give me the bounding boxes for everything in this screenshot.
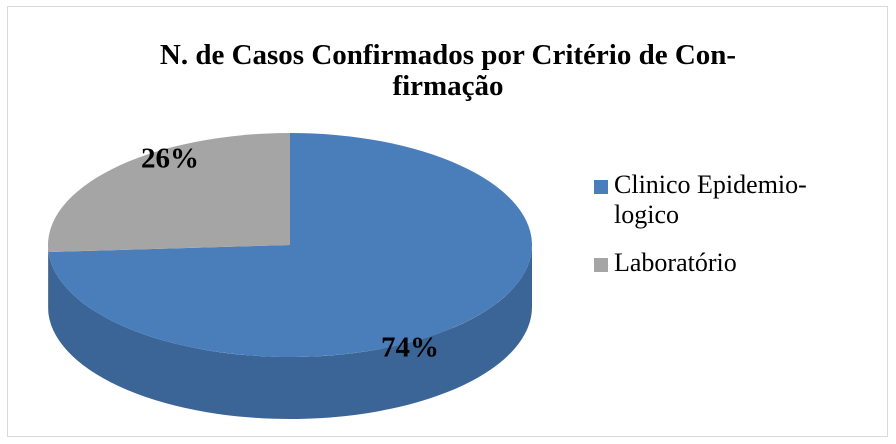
slice: [48, 133, 532, 357]
legend-swatch: [594, 258, 608, 272]
slice-side: [48, 245, 532, 419]
slice: [47, 133, 290, 253]
legend-swatch: [594, 180, 608, 194]
data-label: 26%: [141, 142, 199, 174]
data-label: 74%: [381, 332, 439, 364]
legend-label: Clinico Epidemio-logico: [614, 170, 807, 229]
legend-label: Laboratório: [614, 248, 737, 277]
chart-title: N. de Casos Confirmados por Critério de …: [160, 39, 736, 102]
